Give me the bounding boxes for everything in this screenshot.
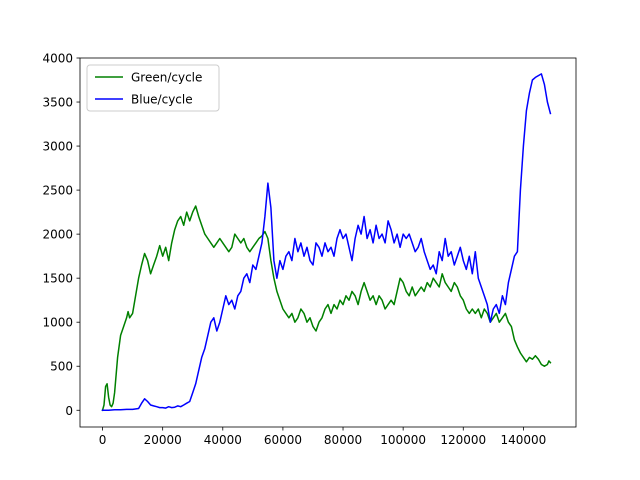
axes-frame <box>79 57 577 428</box>
x-tick-label: 80000 <box>324 433 362 447</box>
y-tick-label: 0 <box>65 404 73 418</box>
y-tick-label: 3000 <box>42 140 73 154</box>
x-tick-label: 0 <box>99 433 107 447</box>
series-line-blue-cycle <box>101 73 552 412</box>
x-tick-label: 120000 <box>440 433 486 447</box>
legend: Green/cycle Blue/cycle <box>86 64 220 112</box>
y-tick-label: 3500 <box>42 96 73 110</box>
plot-area <box>101 73 552 412</box>
y-tick-label: 2500 <box>42 184 73 198</box>
x-tick-label: 20000 <box>144 433 182 447</box>
legend-label: Green/cycle <box>131 71 202 85</box>
y-tick-label: 500 <box>50 360 73 374</box>
legend-label: Blue/cycle <box>131 93 193 107</box>
x-tick-label: 100000 <box>380 433 426 447</box>
x-tick-label: 40000 <box>204 433 242 447</box>
x-tick-label: 60000 <box>264 433 302 447</box>
y-tick-label: 4000 <box>42 52 73 66</box>
x-tick-label: 140000 <box>500 433 546 447</box>
axes: 0 20000 40000 60000 80000 100000 120000 140000 0… <box>42 52 577 447</box>
y-tick-label: 1500 <box>42 272 73 286</box>
y-tick-label: 1000 <box>42 316 73 330</box>
y-tick-label: 2000 <box>42 228 73 242</box>
series-line-green-cycle <box>101 205 552 412</box>
